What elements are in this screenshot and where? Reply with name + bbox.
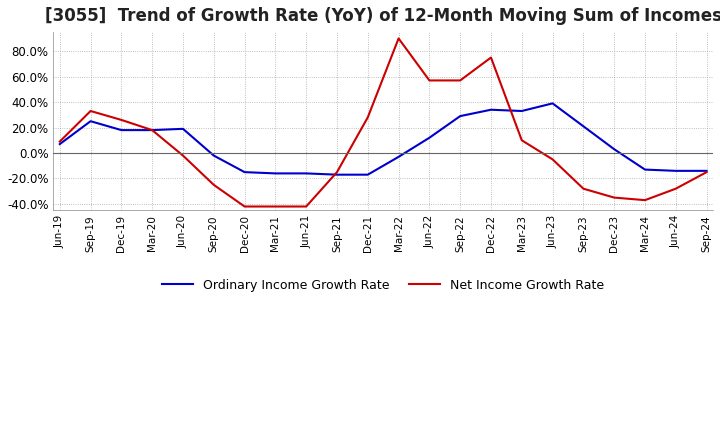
Net Income Growth Rate [518, 138, 526, 143]
Net Income Growth Rate [702, 169, 711, 175]
Ordinary Income Growth Rate [117, 128, 126, 133]
Net Income Growth Rate [425, 78, 433, 83]
Ordinary Income Growth Rate [364, 172, 372, 177]
Ordinary Income Growth Rate [395, 154, 403, 159]
Ordinary Income Growth Rate [86, 118, 95, 124]
Ordinary Income Growth Rate [271, 171, 279, 176]
Ordinary Income Growth Rate [55, 142, 64, 147]
Ordinary Income Growth Rate [456, 114, 464, 119]
Net Income Growth Rate [148, 128, 156, 133]
Ordinary Income Growth Rate [548, 101, 557, 106]
Ordinary Income Growth Rate [672, 168, 680, 173]
Ordinary Income Growth Rate [148, 128, 156, 133]
Title: [3055]  Trend of Growth Rate (YoY) of 12-Month Moving Sum of Incomes: [3055] Trend of Growth Rate (YoY) of 12-… [45, 7, 720, 25]
Net Income Growth Rate [395, 36, 403, 41]
Ordinary Income Growth Rate [579, 124, 588, 129]
Net Income Growth Rate [487, 55, 495, 60]
Net Income Growth Rate [271, 204, 279, 209]
Ordinary Income Growth Rate [210, 153, 218, 158]
Net Income Growth Rate [610, 195, 618, 200]
Net Income Growth Rate [641, 198, 649, 203]
Net Income Growth Rate [456, 78, 464, 83]
Net Income Growth Rate [86, 108, 95, 114]
Net Income Growth Rate [579, 186, 588, 191]
Ordinary Income Growth Rate [425, 135, 433, 140]
Ordinary Income Growth Rate [487, 107, 495, 112]
Net Income Growth Rate [210, 182, 218, 187]
Net Income Growth Rate [55, 139, 64, 144]
Net Income Growth Rate [117, 117, 126, 123]
Ordinary Income Growth Rate [302, 171, 310, 176]
Line: Ordinary Income Growth Rate: Ordinary Income Growth Rate [60, 103, 706, 175]
Ordinary Income Growth Rate [610, 147, 618, 152]
Net Income Growth Rate [240, 204, 249, 209]
Ordinary Income Growth Rate [333, 172, 341, 177]
Net Income Growth Rate [302, 204, 310, 209]
Ordinary Income Growth Rate [518, 108, 526, 114]
Legend: Ordinary Income Growth Rate, Net Income Growth Rate: Ordinary Income Growth Rate, Net Income … [157, 274, 609, 297]
Ordinary Income Growth Rate [240, 169, 249, 175]
Net Income Growth Rate [672, 186, 680, 191]
Line: Net Income Growth Rate: Net Income Growth Rate [60, 38, 706, 206]
Net Income Growth Rate [364, 115, 372, 120]
Net Income Growth Rate [548, 157, 557, 162]
Net Income Growth Rate [179, 153, 187, 158]
Net Income Growth Rate [333, 169, 341, 175]
Ordinary Income Growth Rate [641, 167, 649, 172]
Ordinary Income Growth Rate [702, 168, 711, 173]
Ordinary Income Growth Rate [179, 126, 187, 132]
